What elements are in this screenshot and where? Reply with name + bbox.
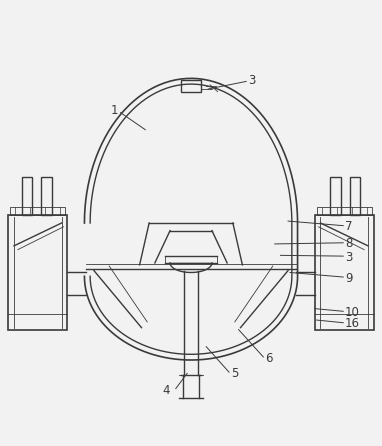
Bar [350, 178, 360, 215]
Text: 16: 16 [345, 318, 360, 330]
Bar [181, 80, 201, 92]
Text: 6: 6 [265, 351, 273, 365]
Text: 10: 10 [345, 306, 360, 319]
Bar [22, 178, 32, 215]
Bar [317, 207, 372, 215]
Text: 4: 4 [162, 384, 170, 397]
Text: 5: 5 [231, 367, 238, 380]
Text: 3: 3 [248, 74, 256, 87]
Text: 1: 1 [111, 104, 119, 117]
Text: 7: 7 [345, 220, 353, 233]
Bar [315, 215, 374, 330]
Bar [10, 207, 65, 215]
Text: 3: 3 [345, 251, 353, 264]
Bar [8, 215, 67, 330]
Text: 9: 9 [345, 272, 353, 285]
Text: 8: 8 [345, 237, 353, 251]
Bar [330, 178, 341, 215]
Bar [41, 178, 52, 215]
